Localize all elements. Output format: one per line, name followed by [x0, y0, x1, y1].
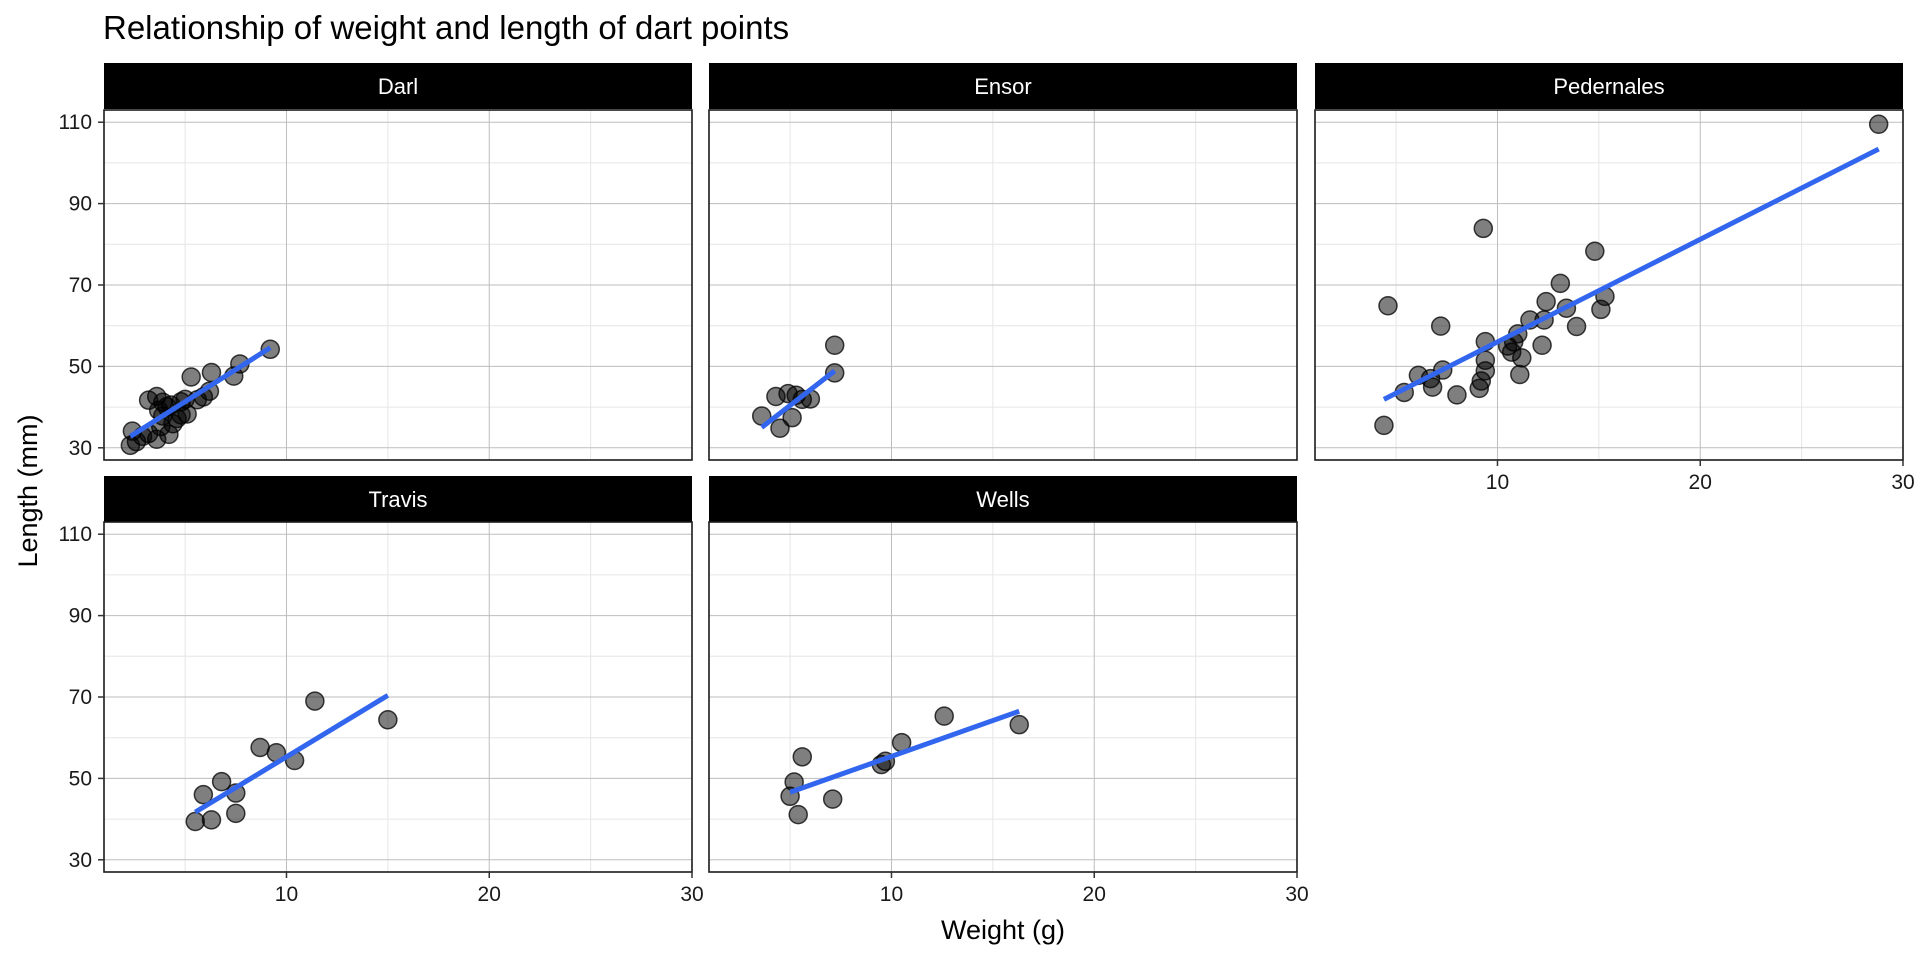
panel-border [708, 109, 1298, 461]
y-tick-label: 90 [69, 193, 92, 216]
data-point [792, 747, 813, 767]
y-tick-label: 30 [69, 437, 92, 460]
x-tick-label: 20 [1689, 471, 1712, 494]
trend-line [193, 693, 390, 815]
data-point [193, 784, 214, 805]
data-point [782, 407, 802, 428]
facet-strip [709, 476, 1297, 522]
facet-strip-label: Travis [368, 487, 427, 512]
data-point [1374, 415, 1394, 436]
data-point [1532, 335, 1552, 355]
data-point [226, 803, 246, 824]
x-axis-title: Weight (g) [941, 915, 1065, 945]
x-tick-label: 30 [680, 883, 703, 906]
x-tick-label: 10 [880, 883, 903, 906]
data-point [1510, 364, 1530, 385]
facet-strip [1315, 63, 1903, 109]
facet-wells: Wells 10 20 30 [708, 476, 1309, 906]
x-tick-label: 20 [478, 883, 501, 906]
trend-line [1382, 146, 1880, 402]
y-tick-label: 110 [59, 523, 92, 546]
y-tick-label: 50 [69, 767, 92, 790]
data-point [181, 367, 201, 387]
data-point [1475, 350, 1496, 371]
data-point [250, 737, 270, 758]
data-point [1550, 273, 1571, 294]
facet-strip-label: Ensor [974, 74, 1031, 99]
data-point [1378, 296, 1398, 316]
y-tick-label: 30 [69, 849, 92, 872]
facet-strip-label: Darl [378, 74, 418, 99]
x-tick-label: 10 [275, 883, 298, 906]
data-point [378, 710, 398, 730]
y-tick-label: 70 [69, 686, 92, 709]
facet-strip-label: Pedernales [1553, 74, 1664, 99]
data-point [1473, 218, 1494, 239]
data-point [201, 810, 222, 830]
facet-darl: Darl 30 50 70 90 110 [59, 63, 693, 461]
chart-title: Relationship of weight and length of dar… [103, 9, 789, 46]
y-tick-label: 70 [69, 274, 92, 297]
trend-line [129, 345, 272, 439]
data-point [934, 706, 954, 726]
y-axis-title: Length (mm) [13, 414, 43, 567]
panel-border [1314, 109, 1904, 461]
facet-strip [104, 476, 692, 522]
panel-border [708, 521, 1298, 873]
y-tick-label: 110 [59, 111, 92, 134]
data-point [305, 691, 325, 711]
y-tick-label: 50 [69, 355, 92, 378]
facet-strip [104, 63, 692, 109]
data-point [1585, 241, 1605, 261]
data-point [1868, 114, 1889, 134]
trend-line [760, 368, 837, 430]
data-point [1447, 385, 1467, 405]
trend-line [789, 708, 1021, 795]
facet-travis: Travis 30 50 70 90 110 10 20 30 [59, 476, 704, 906]
x-tick-label: 30 [1285, 883, 1308, 906]
facet-ensor: Ensor [708, 63, 1298, 461]
x-tick-label: 30 [1891, 471, 1914, 494]
data-point [788, 804, 808, 825]
data-point [1566, 316, 1587, 337]
y-tick-label: 90 [69, 605, 92, 628]
data-point [1512, 348, 1532, 368]
data-point [1430, 316, 1451, 336]
facet-strip-label: Wells [976, 487, 1029, 512]
data-point [822, 789, 843, 809]
x-tick-label: 10 [1486, 471, 1509, 494]
x-tick-label: 20 [1083, 883, 1106, 906]
data-point [138, 390, 159, 410]
data-point [185, 811, 205, 832]
data-point [1422, 377, 1443, 397]
data-point [1009, 714, 1029, 735]
data-point [201, 362, 222, 383]
data-point [211, 771, 232, 792]
data-point [824, 335, 845, 355]
data-point [770, 418, 790, 439]
facet-strip [709, 63, 1297, 109]
data-point [1536, 291, 1556, 312]
facet-pedernales: Pedernales 10 20 30 [1314, 63, 1915, 494]
